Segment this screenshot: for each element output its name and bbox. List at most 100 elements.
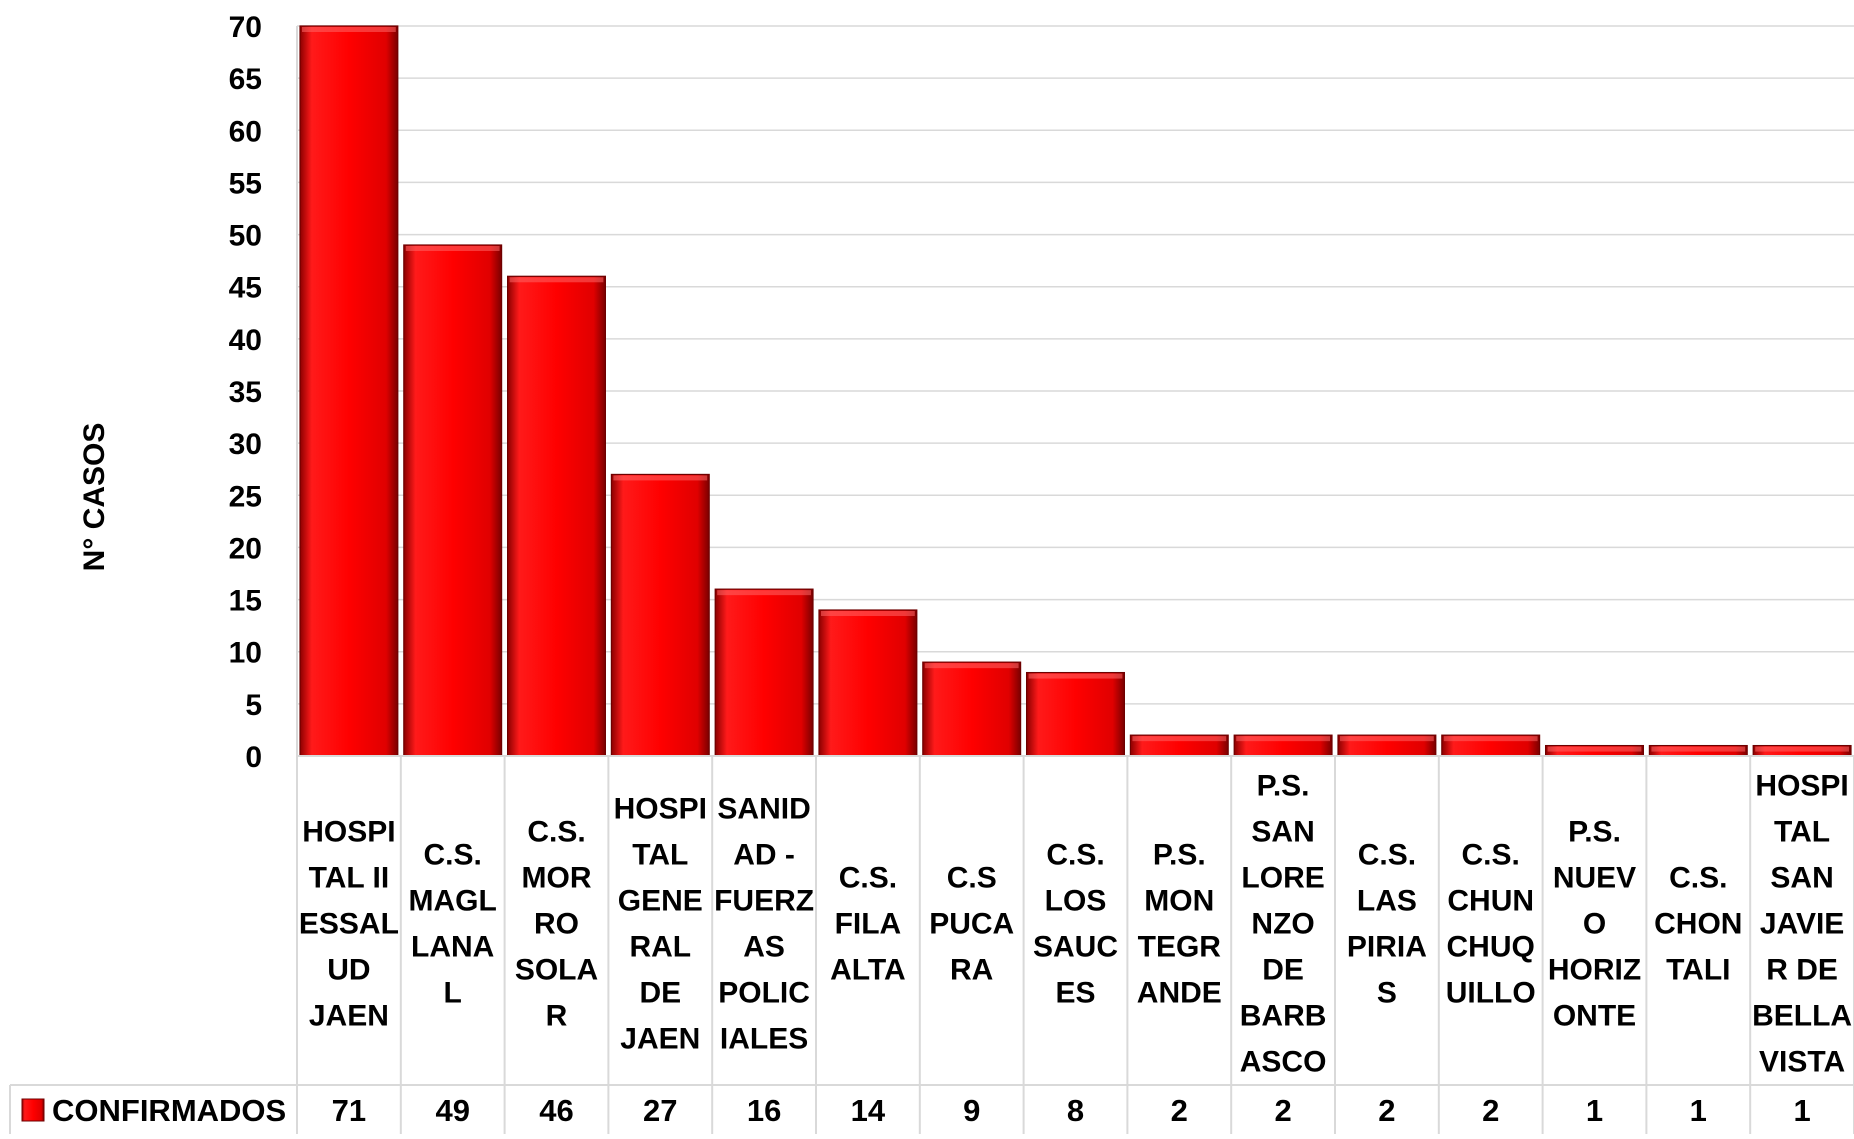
x-tick-label-line: PUCA [929, 908, 1014, 941]
bar-highlight [302, 27, 396, 32]
x-tick-label: C.S. FILA ALTA [830, 862, 906, 987]
x-tick-label-line: R [546, 1000, 568, 1033]
legend-label: CONFIRMADOS [52, 1093, 286, 1128]
x-tick-label-line: ES [1055, 977, 1095, 1010]
data-label: 2 [1171, 1093, 1188, 1128]
y-tick-label: 25 [229, 480, 262, 513]
x-tick-label-line: NUEV [1553, 862, 1636, 895]
x-tick-label-line: MON [1144, 885, 1214, 918]
x-tick-label-line: CHON [1654, 908, 1742, 941]
y-tick-label: 70 [229, 11, 262, 44]
x-tick-label: C.S. CHON TALI [1654, 862, 1742, 987]
data-label: 49 [435, 1093, 469, 1128]
x-tick-label-line: FUERZ [714, 885, 814, 918]
x-tick-label: C.S. MOR RO SOLA R [515, 816, 598, 1033]
y-tick-label: 55 [229, 167, 262, 200]
y-axis-label: N° CASOS [78, 423, 111, 572]
x-tick-label-line: HOSPI [302, 816, 395, 849]
y-tick-label: 5 [245, 689, 262, 722]
x-tick-label-line: LORE [1241, 862, 1324, 895]
x-tick-label-line: DE [1262, 954, 1304, 987]
x-tick-label-line: O [1583, 908, 1606, 941]
data-label: 9 [963, 1093, 980, 1128]
data-label: 27 [643, 1093, 677, 1128]
x-tick-label-line: S [1377, 977, 1397, 1010]
bar [922, 661, 1022, 757]
bar [714, 588, 814, 757]
x-tick-label-line: FILA [835, 908, 902, 941]
bar-highlight [1755, 746, 1849, 752]
x-tick-label: C.S. CHUN CHUQ UILLO [1446, 839, 1536, 1010]
x-tick-label-line: BELLA [1752, 1000, 1852, 1033]
bar [1025, 671, 1125, 757]
x-tick-label-line: UILLO [1446, 977, 1536, 1010]
y-tick-label: 30 [229, 428, 262, 461]
x-tick-label-line: C.S. [1462, 839, 1520, 872]
y-tick-label: 10 [229, 637, 262, 670]
bars [299, 25, 1852, 757]
bar-highlight [924, 663, 1019, 669]
x-tick-label-line: JAEN [620, 1023, 700, 1056]
x-tick-label-line: SOLA [515, 954, 598, 987]
x-tick-label-line: TALI [1666, 954, 1730, 987]
data-label: 2 [1378, 1093, 1395, 1128]
bar [507, 275, 607, 757]
x-tick-label-line: SANID [717, 793, 810, 826]
x-tick-label-line: CHUN [1447, 885, 1534, 918]
y-tick-label: 35 [229, 376, 262, 409]
x-tick-label-line: HORIZ [1548, 954, 1641, 987]
x-tick-label-line: GENE [618, 885, 703, 918]
y-tick-label: 65 [229, 63, 262, 96]
y-tick-label: 45 [229, 272, 262, 305]
x-tick-label-line: SAN [1770, 862, 1833, 895]
data-label: 1 [1793, 1093, 1810, 1128]
bar-highlight [509, 277, 604, 283]
x-tick-label-line: IALES [720, 1023, 808, 1056]
x-tick-label-line: VISTA [1759, 1046, 1845, 1079]
x-tick-label: C.S. MAGL LANA L [409, 839, 497, 1010]
x-tick-label: C.S. LAS PIRIA S [1347, 839, 1427, 1010]
data-label: 2 [1274, 1093, 1291, 1128]
x-tick-label: HOSPI TAL GENE RAL DE JAEN [614, 793, 707, 1056]
data-label: 71 [332, 1093, 366, 1128]
x-tick-label-line: R DE [1766, 954, 1838, 987]
x-tick-label-line: HOSPI [1755, 770, 1848, 803]
x-tick-label: SANID AD - FUERZ AS POLIC IALES [714, 793, 814, 1056]
bar-highlight [1651, 746, 1746, 752]
x-tick-label-line: P.S. [1153, 839, 1206, 872]
x-tick-label-line: DE [639, 977, 681, 1010]
x-tick-label-line: MOR [522, 862, 592, 895]
x-tick-label-line: C.S. [424, 839, 482, 872]
x-tick-label: P.S. SAN LORE NZO DE BARB ASCO [1240, 770, 1327, 1079]
x-tick-label-line: LANA [411, 931, 494, 964]
x-tick-label-line: C.S. [527, 816, 585, 849]
x-tick-label-line: CHUQ [1447, 931, 1535, 964]
legend-key [21, 1098, 45, 1122]
x-tick-label-line: TEGR [1138, 931, 1222, 964]
x-tick-label-line: PIRIA [1347, 931, 1427, 964]
bar [403, 244, 503, 757]
y-tick-label: 15 [229, 585, 262, 618]
x-tick-label-line: SAN [1251, 816, 1314, 849]
x-tick-label-line: C.S. [1669, 862, 1727, 895]
x-tick-label-line: AS [743, 931, 785, 964]
x-tick-label-line: C.S. [1046, 839, 1104, 872]
data-label: 2 [1482, 1093, 1499, 1128]
x-tick-label-line: POLIC [718, 977, 810, 1010]
bar-highlight [1547, 746, 1642, 752]
x-tick-label-line: ONTE [1553, 1000, 1636, 1033]
x-tick-label-line: TAL [1774, 816, 1830, 849]
x-tick-label-line: RA [950, 954, 993, 987]
x-tick-label-line: ALTA [830, 954, 906, 987]
x-tick-label-line: L [444, 977, 462, 1010]
bar-highlight [1236, 736, 1330, 742]
x-tick-label-line: SAUC [1033, 931, 1118, 964]
y-axis: 0 5 10 15 20 25 30 35 40 45 50 55 60 65 70 [229, 11, 1854, 1134]
x-tick-label-line: P.S. [1257, 770, 1310, 803]
x-tick-label-line: TAL [632, 839, 688, 872]
y-tick-label: 0 [245, 741, 262, 774]
x-tick-label-line: C.S. [1358, 839, 1416, 872]
x-tick-label-line: LAS [1357, 885, 1417, 918]
